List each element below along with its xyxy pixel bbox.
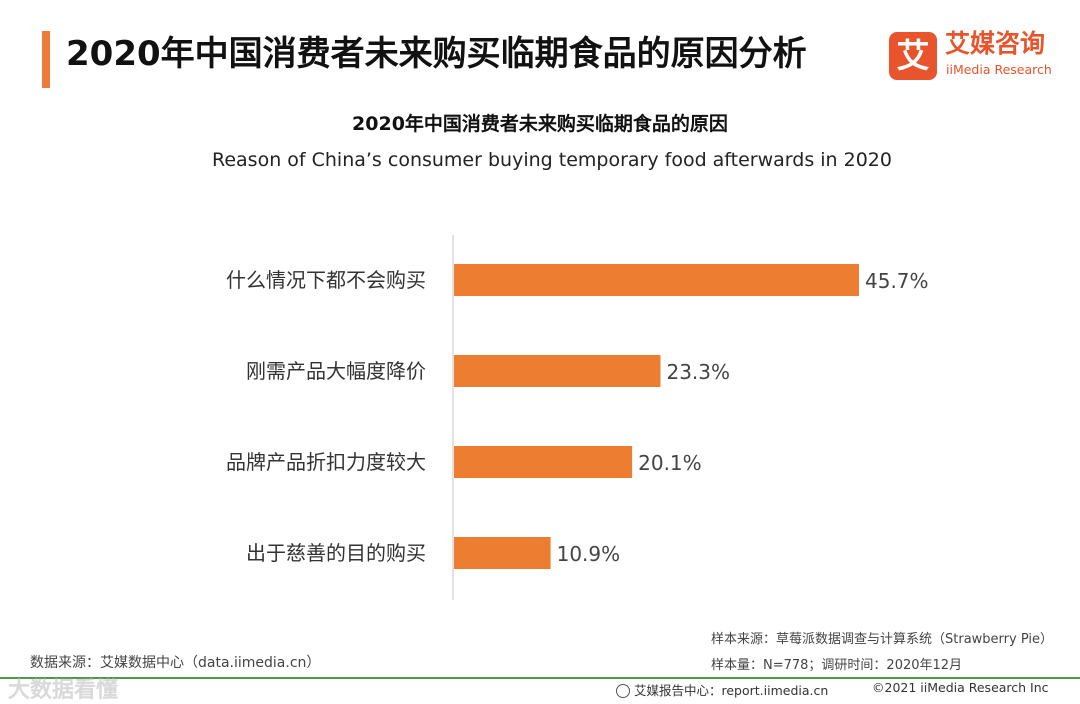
copyright: ©2021 iiMedia Research Inc [872, 680, 1049, 695]
bar [454, 446, 633, 478]
logo-mark: 艾 [889, 32, 937, 80]
title-accent-bar [42, 31, 50, 88]
chart-title: 2020年中国消费者未来购买临期食品的原因 [352, 113, 728, 135]
bar [454, 264, 859, 296]
page-title: 2020年中国消费者未来购买临期食品的原因分析 [66, 34, 807, 74]
data-source: 数据来源：艾媒数据中心（data.iimedia.cn） [30, 655, 321, 671]
value-label: 20.1% [638, 451, 702, 475]
iimedia-logo: 艾 艾媒咨询 iiMedia Research [889, 29, 1059, 81]
report-center: 艾媒报告中心：report.iimedia.cn [616, 680, 828, 699]
bar [454, 537, 551, 569]
sample-size: 样本量：N=778；调研时间：2020年12月 [711, 658, 963, 673]
globe-icon [616, 684, 630, 698]
sample-source: 样本来源：草莓派数据调查与计算系统（Strawberry Pie） [711, 632, 1053, 647]
chart-subtitle: Reason of China’s consumer buying tempor… [211, 149, 892, 171]
value-label: 10.9% [557, 542, 621, 566]
report-center-text: 艾媒报告中心：report.iimedia.cn [634, 683, 829, 698]
logo-name-cn: 艾媒咨询 [945, 29, 1046, 58]
watermark: 大数据看懂 [8, 678, 119, 703]
logo-name-en: iiMedia Research [946, 62, 1052, 77]
category-label: 什么情况下都不会购买 [226, 268, 426, 292]
value-label: 45.7% [865, 269, 929, 293]
bar [454, 355, 661, 387]
footer-divider [0, 677, 1080, 679]
category-label: 出于慈善的目的购买 [246, 541, 426, 565]
category-label: 品牌产品折扣力度较大 [226, 450, 426, 474]
category-label: 刚需产品大幅度降价 [246, 359, 426, 383]
value-label: 23.3% [666, 360, 730, 384]
